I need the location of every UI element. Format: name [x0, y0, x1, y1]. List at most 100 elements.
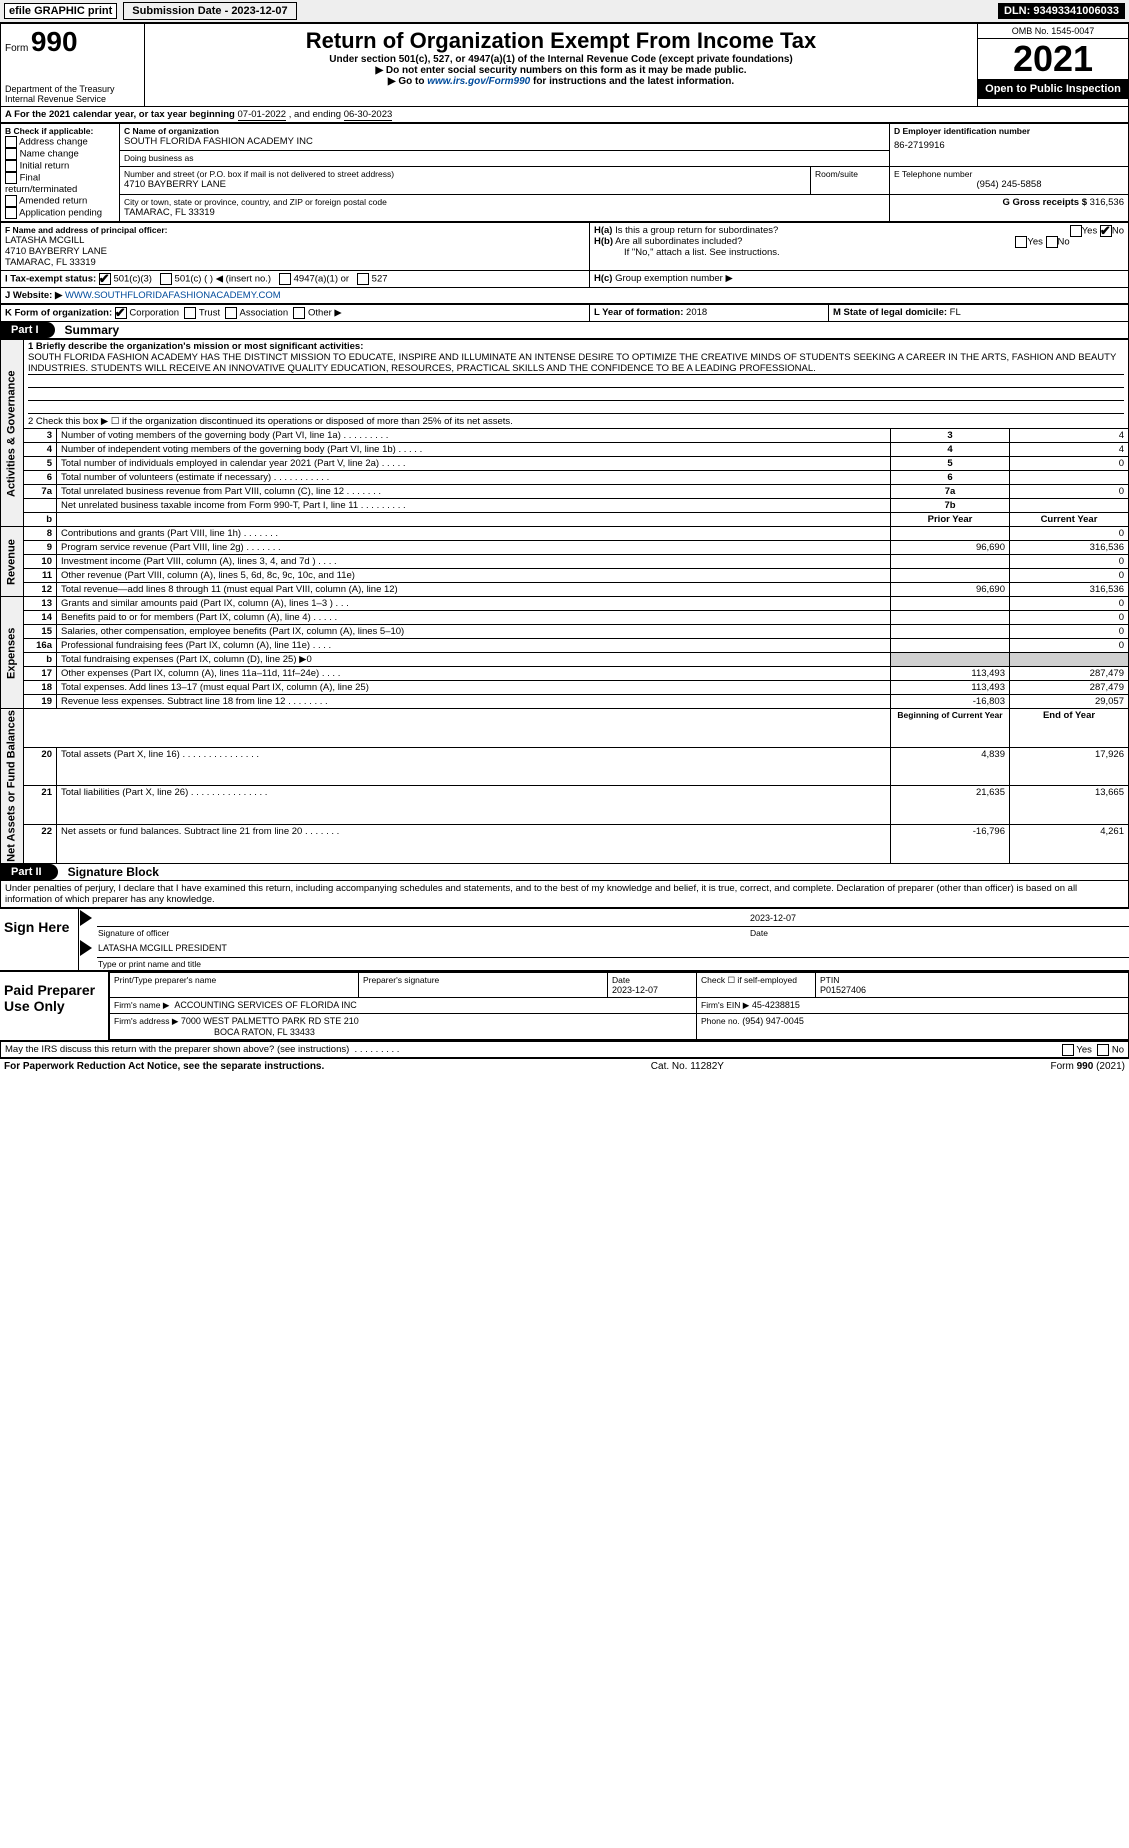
open-to-public: Open to Public Inspection — [978, 79, 1128, 99]
irs-link[interactable]: www.irs.gov/Form990 — [427, 76, 530, 87]
firm-ein-label: Firm's EIN ▶ — [701, 1000, 749, 1010]
line17-prior: 113,493 — [891, 667, 1010, 681]
c-label: C Name of organization — [124, 126, 885, 136]
k-trust[interactable] — [184, 307, 196, 319]
line16a-curr: 0 — [1010, 639, 1129, 653]
b-address-change[interactable]: Address change — [5, 136, 115, 148]
h-c: H(c) Group exemption number ▶ — [590, 271, 1129, 288]
b-name-change[interactable]: Name change — [5, 148, 115, 160]
line14-prior — [891, 611, 1010, 625]
g-label: G Gross receipts $ — [1003, 197, 1087, 208]
q1-label: 1 Briefly describe the organization's mi… — [28, 341, 363, 352]
prep-self-employed[interactable]: Check ☐ if self-employed — [697, 972, 816, 997]
line3-value: 4 — [1010, 429, 1129, 443]
cat-no: Cat. No. 11282Y — [651, 1061, 724, 1072]
form-header: Form 990 Department of the Treasury Inte… — [0, 22, 1129, 107]
b-amended-return[interactable]: Amended return — [5, 195, 115, 207]
i-501c3[interactable] — [99, 273, 111, 285]
line9-prior: 96,690 — [891, 541, 1010, 555]
line10-curr: 0 — [1010, 555, 1129, 569]
part1-title: Summary — [55, 323, 120, 337]
tab-governance: Activities & Governance — [1, 340, 24, 527]
i-501c[interactable] — [160, 273, 172, 285]
year-formation: 2018 — [686, 307, 707, 318]
b-final-return[interactable]: Final return/terminated — [5, 172, 115, 195]
tax-year: 2021 — [978, 39, 1128, 79]
sig-name-label: Type or print name and title — [97, 957, 1129, 970]
efile-top-bar: efile GRAPHIC print Submission Date - 20… — [0, 0, 1129, 22]
part2-title: Signature Block — [58, 865, 159, 879]
line7a-value: 0 — [1010, 485, 1129, 499]
b-label: B Check if applicable: — [5, 126, 115, 136]
org-name: SOUTH FLORIDA FASHION ACADEMY INC — [124, 136, 885, 147]
line19-prior: -16,803 — [891, 695, 1010, 709]
street-address: 4710 BAYBERRY LANE — [124, 179, 806, 190]
line22-begin: -16,796 — [891, 825, 1010, 864]
i-4947[interactable] — [279, 273, 291, 285]
officer-addr1: 4710 BAYBERRY LANE — [5, 246, 585, 257]
line12-prior: 96,690 — [891, 583, 1010, 597]
line14-curr: 0 — [1010, 611, 1129, 625]
k-corp[interactable] — [115, 307, 127, 319]
efile-label: efile GRAPHIC print — [4, 3, 117, 19]
city-value: TAMARAC, FL 33319 — [124, 207, 885, 218]
klm-table: K Form of organization: Corporation Trus… — [0, 304, 1129, 322]
may-yes[interactable] — [1062, 1044, 1074, 1056]
website-link[interactable]: WWW.SOUTHFLORIDAFASHIONACADEMY.COM — [65, 290, 281, 301]
line7b-value — [1010, 499, 1129, 513]
e-label: E Telephone number — [894, 169, 1124, 179]
sig-date-label: Date — [749, 927, 1129, 940]
part2-header: Part II Signature Block — [0, 864, 1129, 881]
line20-end: 17,926 — [1010, 747, 1129, 786]
line13-prior — [891, 597, 1010, 611]
firm-addr-label: Firm's address ▶ — [114, 1016, 178, 1026]
prep-name-label: Print/Type preparer's name — [114, 975, 354, 985]
firm-addr: 7000 WEST PALMETTO PARK RD STE 210 — [181, 1016, 359, 1026]
line13-curr: 0 — [1010, 597, 1129, 611]
line21-begin: 21,635 — [891, 786, 1010, 825]
h-b: H(b) Are all subordinates included? Yes … — [594, 236, 1124, 247]
line11-prior — [891, 569, 1010, 583]
b-application-pending[interactable]: Application pending — [5, 207, 115, 219]
page-footer: For Paperwork Reduction Act Notice, see … — [0, 1058, 1129, 1074]
part1-header: Part I Summary — [0, 322, 1129, 339]
firm-ein: 45-4238815 — [752, 1000, 800, 1010]
paid-preparer-block: Paid Preparer Use Only Print/Type prepar… — [0, 972, 1129, 1042]
sig-name: LATASHA MCGILL PRESIDENT — [97, 939, 1129, 957]
b-initial-return[interactable]: Initial return — [5, 160, 115, 172]
sig-officer-label: Signature of officer — [97, 927, 749, 940]
firm-name-label: Firm's name ▶ — [114, 1000, 169, 1010]
line20-begin: 4,839 — [891, 747, 1010, 786]
line16a-prior — [891, 639, 1010, 653]
line9-curr: 316,536 — [1010, 541, 1129, 555]
i-label: I Tax-exempt status: — [5, 274, 96, 285]
penalties-text: Under penalties of perjury, I declare th… — [0, 881, 1129, 907]
may-irs-row: May the IRS discuss this return with the… — [0, 1042, 1129, 1058]
line15-prior — [891, 625, 1010, 639]
i-527[interactable] — [357, 273, 369, 285]
tab-net-assets: Net Assets or Fund Balances — [1, 709, 24, 864]
d-label: D Employer identification number — [894, 126, 1124, 136]
prep-sig-label: Preparer's signature — [363, 975, 603, 985]
sig-date: 2023-12-07 — [749, 909, 1129, 927]
line4-value: 4 — [1010, 443, 1129, 457]
form-number: 990 — [31, 26, 78, 57]
submission-date-button[interactable]: Submission Date - 2023-12-07 — [123, 2, 296, 20]
k-other[interactable] — [293, 307, 305, 319]
officer-name: LATASHA MCGILL — [5, 235, 585, 246]
form-subtitle-3: ▶ Go to www.irs.gov/Form990 for instruct… — [149, 76, 973, 87]
line11-curr: 0 — [1010, 569, 1129, 583]
j-label: J Website: ▶ — [5, 290, 62, 301]
form-subtitle-2: ▶ Do not enter social security numbers o… — [149, 65, 973, 76]
line12-curr: 316,536 — [1010, 583, 1129, 597]
part1-label: Part I — [1, 322, 55, 338]
k-assoc[interactable] — [225, 307, 237, 319]
irs-label: Internal Revenue Service — [5, 94, 140, 104]
arrow-icon-2 — [80, 940, 92, 956]
line16b-curr — [1010, 653, 1129, 667]
may-no[interactable] — [1097, 1044, 1109, 1056]
firm-city: BOCA RATON, FL 33433 — [114, 1027, 315, 1037]
prior-year-hdr: Prior Year — [891, 513, 1010, 527]
summary-table: Activities & Governance 1 Briefly descri… — [0, 339, 1129, 864]
line17-curr: 287,479 — [1010, 667, 1129, 681]
